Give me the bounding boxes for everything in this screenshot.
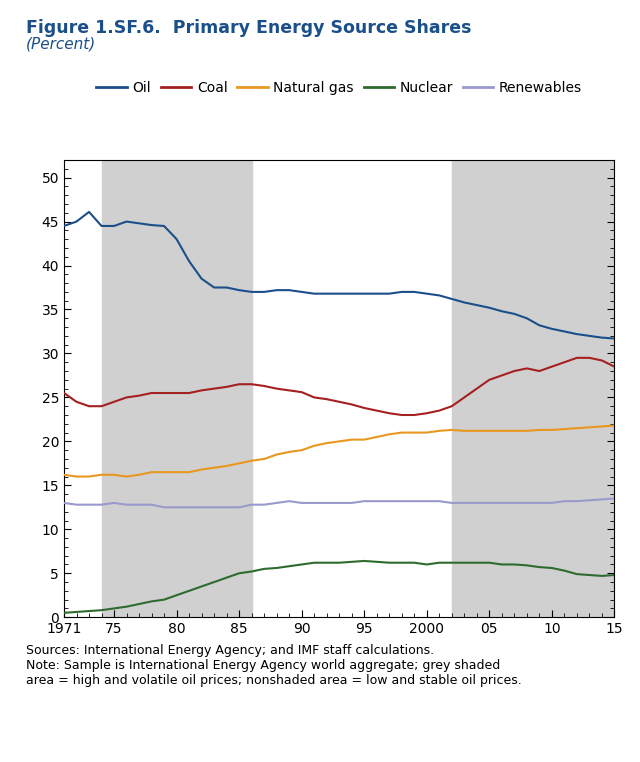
Text: (Percent): (Percent): [26, 37, 96, 52]
Text: Figure 1.SF.6.  Primary Energy Source Shares: Figure 1.SF.6. Primary Energy Source Sha…: [26, 19, 471, 37]
Bar: [102, 160, 252, 617]
Legend: Oil, Coal, Natural gas, Nuclear, Renewables: Oil, Coal, Natural gas, Nuclear, Renewab…: [91, 75, 588, 101]
Bar: [452, 160, 614, 617]
Text: Sources: International Energy Agency; and IMF staff calculations.
Note: Sample i: Sources: International Energy Agency; an…: [26, 644, 522, 687]
